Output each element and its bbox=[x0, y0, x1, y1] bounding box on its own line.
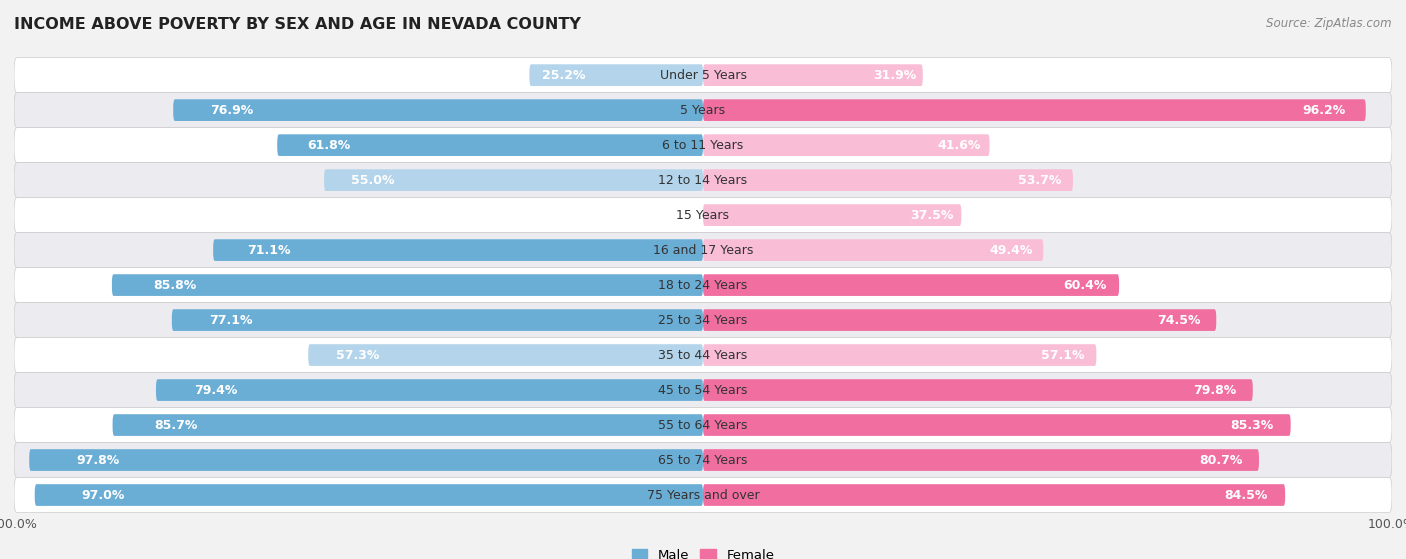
Text: 97.8%: 97.8% bbox=[76, 453, 120, 467]
Text: 55.0%: 55.0% bbox=[350, 174, 394, 187]
FancyBboxPatch shape bbox=[14, 233, 1392, 268]
FancyBboxPatch shape bbox=[14, 372, 1392, 408]
Text: 96.2%: 96.2% bbox=[1302, 103, 1346, 117]
Text: 79.8%: 79.8% bbox=[1194, 383, 1236, 396]
FancyBboxPatch shape bbox=[703, 344, 1097, 366]
FancyBboxPatch shape bbox=[703, 484, 1285, 506]
FancyBboxPatch shape bbox=[703, 239, 1043, 261]
FancyBboxPatch shape bbox=[14, 477, 1392, 513]
FancyBboxPatch shape bbox=[14, 58, 1392, 93]
Text: 65 to 74 Years: 65 to 74 Years bbox=[658, 453, 748, 467]
Text: 76.9%: 76.9% bbox=[211, 103, 253, 117]
FancyBboxPatch shape bbox=[703, 274, 1119, 296]
Text: 25.2%: 25.2% bbox=[541, 69, 585, 82]
Text: 79.4%: 79.4% bbox=[194, 383, 238, 396]
Text: 49.4%: 49.4% bbox=[990, 244, 1033, 257]
FancyBboxPatch shape bbox=[703, 414, 1291, 436]
Text: 85.3%: 85.3% bbox=[1230, 419, 1272, 432]
FancyBboxPatch shape bbox=[156, 379, 703, 401]
Text: 57.3%: 57.3% bbox=[336, 349, 380, 362]
FancyBboxPatch shape bbox=[14, 198, 1392, 233]
FancyBboxPatch shape bbox=[703, 449, 1258, 471]
FancyBboxPatch shape bbox=[14, 163, 1392, 198]
FancyBboxPatch shape bbox=[703, 169, 1073, 191]
Text: 84.5%: 84.5% bbox=[1225, 489, 1268, 501]
Text: 74.5%: 74.5% bbox=[1157, 314, 1201, 326]
FancyBboxPatch shape bbox=[14, 127, 1392, 163]
FancyBboxPatch shape bbox=[14, 268, 1392, 302]
FancyBboxPatch shape bbox=[277, 134, 703, 156]
Text: 97.0%: 97.0% bbox=[82, 489, 125, 501]
Text: 80.7%: 80.7% bbox=[1199, 453, 1243, 467]
Text: 71.1%: 71.1% bbox=[247, 244, 291, 257]
Text: 6 to 11 Years: 6 to 11 Years bbox=[662, 139, 744, 151]
Text: 57.1%: 57.1% bbox=[1040, 349, 1084, 362]
Text: 85.8%: 85.8% bbox=[153, 278, 197, 292]
FancyBboxPatch shape bbox=[14, 443, 1392, 477]
Text: 41.6%: 41.6% bbox=[938, 139, 981, 151]
FancyBboxPatch shape bbox=[703, 204, 962, 226]
Text: 45 to 54 Years: 45 to 54 Years bbox=[658, 383, 748, 396]
Text: 18 to 24 Years: 18 to 24 Years bbox=[658, 278, 748, 292]
Text: 35 to 44 Years: 35 to 44 Years bbox=[658, 349, 748, 362]
Text: 75 Years and over: 75 Years and over bbox=[647, 489, 759, 501]
FancyBboxPatch shape bbox=[323, 169, 703, 191]
Text: 61.8%: 61.8% bbox=[307, 139, 350, 151]
FancyBboxPatch shape bbox=[35, 484, 703, 506]
Text: 12 to 14 Years: 12 to 14 Years bbox=[658, 174, 748, 187]
Text: 25 to 34 Years: 25 to 34 Years bbox=[658, 314, 748, 326]
FancyBboxPatch shape bbox=[30, 449, 703, 471]
Text: INCOME ABOVE POVERTY BY SEX AND AGE IN NEVADA COUNTY: INCOME ABOVE POVERTY BY SEX AND AGE IN N… bbox=[14, 17, 581, 32]
Text: Source: ZipAtlas.com: Source: ZipAtlas.com bbox=[1267, 17, 1392, 30]
Text: 53.7%: 53.7% bbox=[1018, 174, 1062, 187]
FancyBboxPatch shape bbox=[14, 93, 1392, 127]
Text: 15 Years: 15 Years bbox=[676, 209, 730, 221]
Text: 55 to 64 Years: 55 to 64 Years bbox=[658, 419, 748, 432]
FancyBboxPatch shape bbox=[112, 274, 703, 296]
FancyBboxPatch shape bbox=[14, 302, 1392, 338]
FancyBboxPatch shape bbox=[703, 100, 1365, 121]
Text: 16 and 17 Years: 16 and 17 Years bbox=[652, 244, 754, 257]
FancyBboxPatch shape bbox=[112, 414, 703, 436]
FancyBboxPatch shape bbox=[14, 338, 1392, 372]
FancyBboxPatch shape bbox=[308, 344, 703, 366]
FancyBboxPatch shape bbox=[530, 64, 703, 86]
Text: 5 Years: 5 Years bbox=[681, 103, 725, 117]
FancyBboxPatch shape bbox=[14, 408, 1392, 443]
Text: 85.7%: 85.7% bbox=[153, 419, 197, 432]
FancyBboxPatch shape bbox=[214, 239, 703, 261]
Text: 60.4%: 60.4% bbox=[1063, 278, 1107, 292]
Text: 77.1%: 77.1% bbox=[209, 314, 253, 326]
Text: 31.9%: 31.9% bbox=[873, 69, 917, 82]
Text: 37.5%: 37.5% bbox=[910, 209, 953, 221]
FancyBboxPatch shape bbox=[703, 134, 990, 156]
FancyBboxPatch shape bbox=[172, 309, 703, 331]
Text: Under 5 Years: Under 5 Years bbox=[659, 69, 747, 82]
FancyBboxPatch shape bbox=[173, 100, 703, 121]
FancyBboxPatch shape bbox=[703, 309, 1216, 331]
FancyBboxPatch shape bbox=[703, 379, 1253, 401]
FancyBboxPatch shape bbox=[703, 64, 922, 86]
Legend: Male, Female: Male, Female bbox=[626, 543, 780, 559]
